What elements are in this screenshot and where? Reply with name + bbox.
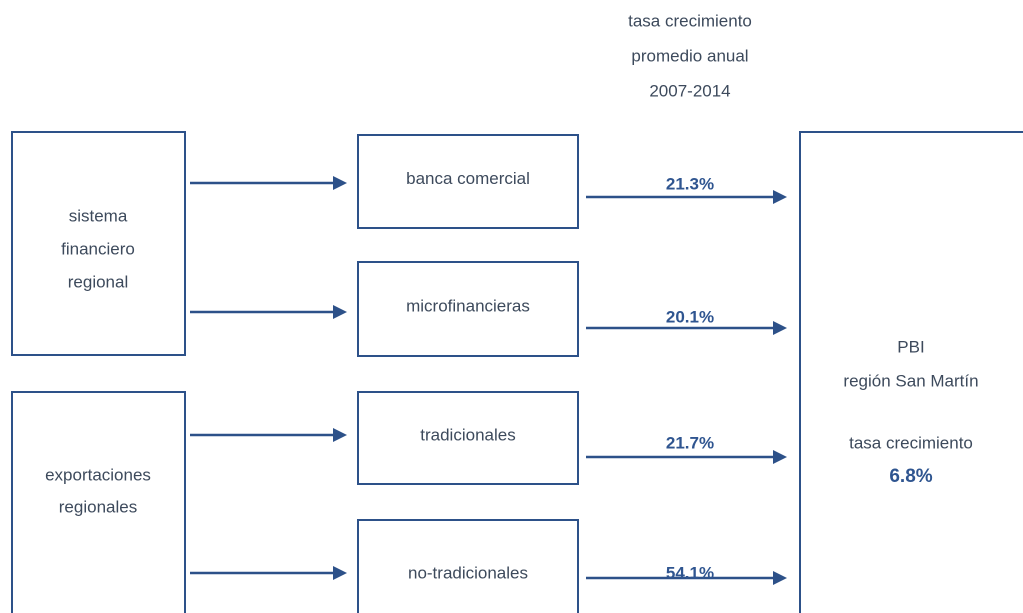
arrow-head <box>773 190 787 204</box>
header-line: tasa crecimiento <box>628 11 752 30</box>
channel-rate: 54.1% <box>666 563 714 582</box>
channel-box <box>357 134 579 229</box>
channel-box <box>357 391 579 485</box>
arrow-head <box>333 176 347 190</box>
header-line: promedio anual <box>631 46 748 65</box>
channel-label: banca comercial <box>406 169 530 188</box>
channel-rate: 20.1% <box>666 307 714 326</box>
channel-box <box>357 519 579 613</box>
channel-label: microfinancieras <box>406 296 530 315</box>
arrow-head <box>773 571 787 585</box>
source-line: financiero <box>61 239 135 258</box>
arrow-head <box>333 566 347 580</box>
source-line: regional <box>68 272 129 291</box>
source-box <box>11 131 186 356</box>
result-line: región San Martín <box>843 371 978 390</box>
arrow-head <box>773 450 787 464</box>
channel-box <box>357 261 579 357</box>
result-rate-label: tasa crecimiento <box>849 433 973 452</box>
source-box <box>11 391 186 613</box>
source-line: exportaciones <box>45 465 151 484</box>
result-line: PBI <box>897 337 924 356</box>
arrow-head <box>333 428 347 442</box>
arrow-head <box>333 305 347 319</box>
channel-label: tradicionales <box>420 425 515 444</box>
channel-rate: 21.3% <box>666 174 714 193</box>
arrow-head <box>773 321 787 335</box>
source-line: sistema <box>69 206 128 225</box>
channel-label: no-tradicionales <box>408 563 528 582</box>
result-box <box>799 131 1023 613</box>
header-line: 2007-2014 <box>649 81 730 100</box>
source-line: regionales <box>59 497 137 516</box>
result-rate: 6.8% <box>889 466 932 487</box>
channel-rate: 21.7% <box>666 433 714 452</box>
